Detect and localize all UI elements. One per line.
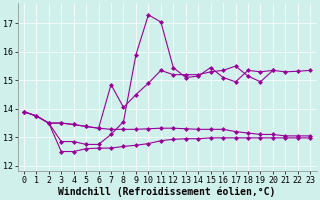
X-axis label: Windchill (Refroidissement éolien,°C): Windchill (Refroidissement éolien,°C) [58,186,276,197]
